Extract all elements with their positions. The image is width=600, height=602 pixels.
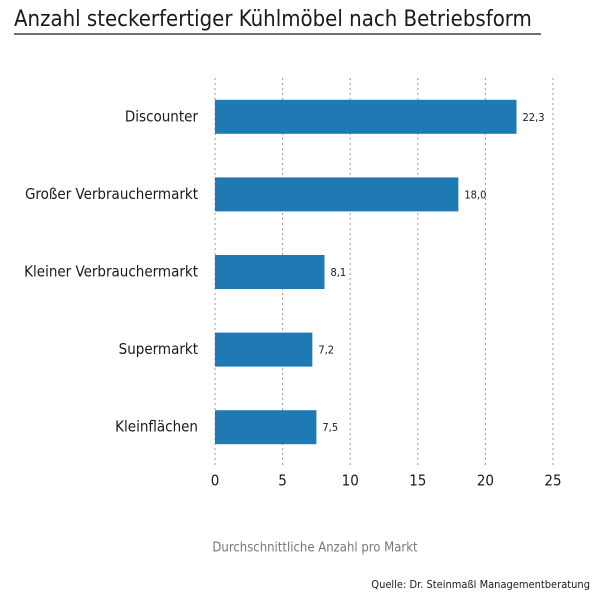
value-label: 7,5 — [322, 421, 338, 434]
bar — [215, 177, 459, 212]
bar — [215, 99, 517, 134]
y-tick-label: Kleiner Verbrauchermarkt — [24, 263, 198, 281]
x-tick-label: 10 — [342, 472, 359, 490]
x-tick-label: 0 — [211, 472, 220, 490]
value-label: 18,0 — [464, 188, 486, 201]
x-tick-label: 15 — [409, 472, 426, 490]
value-label: 8,1 — [331, 266, 347, 279]
x-tick-label: 25 — [544, 472, 561, 490]
x-axis-label: Durchschnittliche Anzahl pro Markt — [212, 541, 418, 556]
bar — [215, 410, 317, 445]
value-label: 22,3 — [522, 111, 544, 124]
y-tick-label: Kleinflächen — [115, 418, 198, 436]
source-note: Quelle: Dr. Steinmaßl Managementberatung — [371, 578, 590, 591]
x-tick-label: 20 — [477, 472, 494, 490]
bar — [215, 332, 313, 367]
y-tick-label: Großer Verbrauchermarkt — [25, 185, 198, 203]
y-tick-label: Supermarkt — [119, 340, 198, 358]
value-label: 7,2 — [318, 344, 334, 357]
y-tick-label: Discounter — [125, 107, 199, 125]
bar — [215, 255, 325, 289]
chart-title: Anzahl steckerfertiger Kühlmöbel nach Be… — [14, 7, 532, 32]
x-tick-label: 5 — [278, 472, 287, 490]
